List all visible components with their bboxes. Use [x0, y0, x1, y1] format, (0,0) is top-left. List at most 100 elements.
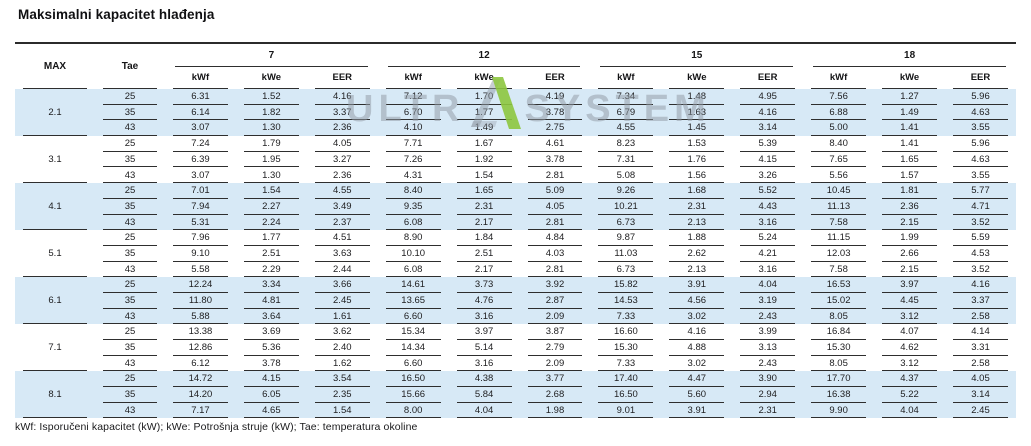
value-cell: 4.88 — [661, 340, 733, 356]
value-cell: 6.05 — [235, 387, 307, 403]
value-cell: 5.59 — [944, 230, 1016, 246]
value-cell: 10.45 — [803, 183, 875, 199]
value-cell: 1.48 — [661, 89, 733, 105]
value-cell: 2.13 — [661, 261, 733, 278]
value-cell: 6.88 — [803, 104, 875, 121]
value-cell: 5.84 — [448, 387, 520, 403]
value-cell: 9.35 — [377, 198, 449, 215]
value-cell: 2.94 — [732, 387, 804, 403]
value-cell: 6.70 — [377, 104, 449, 121]
value-cell: 15.30 — [590, 340, 662, 356]
tae-cell: 25 — [95, 89, 165, 105]
value-cell: 7.33 — [590, 308, 662, 325]
corner-header-max: MAX — [15, 43, 95, 89]
table-row: 35 11.80 4.81 2.45 13.65 4.76 2.87 14.53 4.56 3.1… — [15, 292, 1016, 309]
value-cell: 2.81 — [519, 167, 591, 184]
value-cell: 3.16 — [448, 308, 520, 325]
value-cell: 2.09 — [519, 308, 591, 325]
value-cell: 5.96 — [944, 136, 1016, 152]
value-cell: 4.47 — [661, 371, 733, 388]
value-cell: 5.09 — [519, 183, 591, 199]
value-cell: 2.79 — [519, 340, 591, 356]
value-cell: 3.64 — [235, 308, 307, 325]
value-cell: 4.14 — [944, 324, 1016, 340]
value-cell: 1.49 — [874, 104, 945, 121]
value-cell: 2.27 — [235, 198, 307, 215]
value-cell: 1.76 — [661, 151, 733, 168]
value-cell: 16.84 — [803, 324, 875, 340]
value-cell: 6.14 — [165, 104, 236, 121]
value-cell: 1.65 — [448, 183, 520, 199]
value-cell: 5.52 — [732, 183, 804, 199]
value-cell: 7.31 — [590, 151, 662, 168]
value-cell: 12.24 — [165, 277, 236, 293]
value-cell: 6.79 — [590, 104, 662, 121]
value-cell: 4.31 — [377, 167, 449, 184]
value-cell: 14.53 — [590, 292, 662, 309]
value-cell: 5.22 — [874, 387, 945, 403]
value-cell: 3.87 — [519, 324, 591, 340]
sub-header-eer-18: EER — [944, 67, 1016, 89]
value-cell: 7.17 — [165, 402, 236, 419]
value-cell: 16.53 — [803, 277, 875, 293]
value-cell: 11.03 — [590, 245, 662, 262]
corner-header-tae: Tae — [95, 43, 165, 89]
value-cell: 2.37 — [306, 214, 378, 231]
value-cell: 8.90 — [377, 230, 449, 246]
value-cell: 3.02 — [661, 308, 733, 325]
value-cell: 4.71 — [944, 198, 1016, 215]
sub-header-kwf-18: kWf — [803, 67, 875, 89]
value-cell: 1.68 — [661, 183, 733, 199]
value-cell: 1.63 — [661, 104, 733, 121]
value-cell: 5.39 — [732, 136, 804, 152]
value-cell: 4.63 — [944, 104, 1016, 121]
value-cell: 7.33 — [590, 355, 662, 372]
tae-cell: 25 — [95, 183, 165, 199]
group-header-18: 18 — [803, 43, 1016, 67]
value-cell: 1.92 — [448, 151, 520, 168]
value-cell: 6.73 — [590, 214, 662, 231]
value-cell: 7.12 — [377, 89, 449, 105]
sub-header-eer-15: EER — [732, 67, 804, 89]
value-cell: 5.56 — [803, 167, 875, 184]
table-row: 35 9.10 2.51 3.63 10.10 2.51 4.03 11.03 2.62 4.21… — [15, 245, 1016, 262]
value-cell: 6.31 — [165, 89, 236, 105]
value-cell: 3.16 — [448, 355, 520, 372]
table-row: 6.1 25 12.24 3.34 3.66 14.61 3.73 3.92 15.82 3.91… — [15, 277, 1016, 325]
value-cell: 2.17 — [448, 261, 520, 278]
table-row: 43 7.17 4.65 1.54 8.00 4.04 1.98 9.01 3.91 2.31 9.… — [15, 402, 1016, 419]
value-cell: 3.73 — [448, 277, 520, 293]
value-cell: 1.70 — [448, 89, 520, 105]
value-cell: 2.36 — [306, 120, 378, 137]
table-row: 43 3.07 1.30 2.36 4.10 1.49 2.75 4.55 1.45 3.14 5.… — [15, 120, 1016, 137]
value-cell: 3.37 — [306, 104, 378, 121]
value-cell: 3.91 — [661, 277, 733, 293]
value-cell: 7.65 — [803, 151, 875, 168]
value-cell: 1.84 — [448, 230, 520, 246]
value-cell: 5.31 — [165, 214, 236, 231]
value-cell: 3.37 — [944, 292, 1016, 309]
value-cell: 1.54 — [306, 402, 378, 419]
value-cell: 2.44 — [306, 261, 378, 278]
table-row: 35 7.94 2.27 3.49 9.35 2.31 4.05 10.21 2.31 4.43 1… — [15, 198, 1016, 215]
max-cell: 4.1 — [15, 183, 95, 231]
value-cell: 13.38 — [165, 324, 236, 340]
value-cell: 5.58 — [165, 261, 236, 278]
sub-header-kwf-12: kWf — [377, 67, 449, 89]
value-cell: 4.04 — [448, 402, 520, 419]
value-cell: 3.92 — [519, 277, 591, 293]
value-cell: 2.43 — [732, 355, 804, 372]
tae-cell: 35 — [95, 151, 165, 168]
value-cell: 3.02 — [661, 355, 733, 372]
value-cell: 7.24 — [165, 136, 236, 152]
value-cell: 2.81 — [519, 214, 591, 231]
value-cell: 5.24 — [732, 230, 804, 246]
tae-cell: 35 — [95, 245, 165, 262]
value-cell: 16.38 — [803, 387, 875, 403]
value-cell: 6.73 — [590, 261, 662, 278]
value-cell: 3.07 — [165, 120, 236, 137]
value-cell: 1.57 — [874, 167, 945, 184]
value-cell: 1.54 — [448, 167, 520, 184]
value-cell: 4.03 — [519, 245, 591, 262]
value-cell: 12.86 — [165, 340, 236, 356]
